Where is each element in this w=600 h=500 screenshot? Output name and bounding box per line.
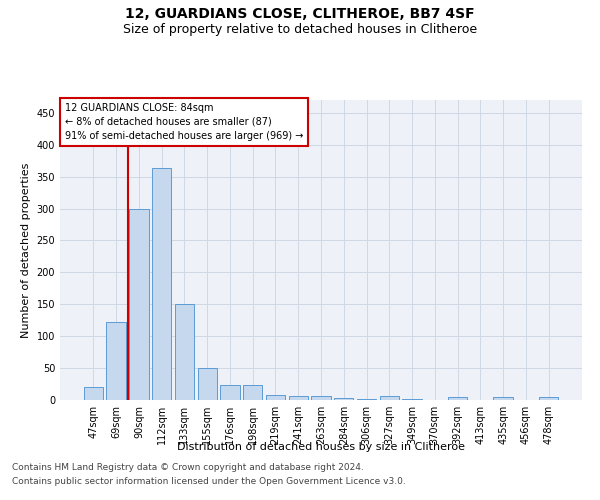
- Bar: [220, 386, 239, 400]
- Bar: [152, 168, 172, 400]
- Bar: [493, 398, 513, 400]
- Text: Contains HM Land Registry data © Crown copyright and database right 2024.: Contains HM Land Registry data © Crown c…: [12, 464, 364, 472]
- Bar: [380, 396, 399, 400]
- Text: Contains public sector information licensed under the Open Government Licence v3: Contains public sector information licen…: [12, 477, 406, 486]
- Bar: [334, 398, 353, 400]
- Bar: [175, 304, 194, 400]
- Y-axis label: Number of detached properties: Number of detached properties: [21, 162, 31, 338]
- Bar: [311, 396, 331, 400]
- Bar: [289, 396, 308, 400]
- Bar: [84, 387, 103, 400]
- Bar: [129, 208, 149, 400]
- Bar: [448, 398, 467, 400]
- Text: Distribution of detached houses by size in Clitheroe: Distribution of detached houses by size …: [177, 442, 465, 452]
- Bar: [197, 368, 217, 400]
- Bar: [243, 386, 262, 400]
- Bar: [539, 398, 558, 400]
- Text: 12, GUARDIANS CLOSE, CLITHEROE, BB7 4SF: 12, GUARDIANS CLOSE, CLITHEROE, BB7 4SF: [125, 8, 475, 22]
- Text: Size of property relative to detached houses in Clitheroe: Size of property relative to detached ho…: [123, 22, 477, 36]
- Bar: [266, 395, 285, 400]
- Text: 12 GUARDIANS CLOSE: 84sqm
← 8% of detached houses are smaller (87)
91% of semi-d: 12 GUARDIANS CLOSE: 84sqm ← 8% of detach…: [65, 103, 304, 141]
- Bar: [106, 322, 126, 400]
